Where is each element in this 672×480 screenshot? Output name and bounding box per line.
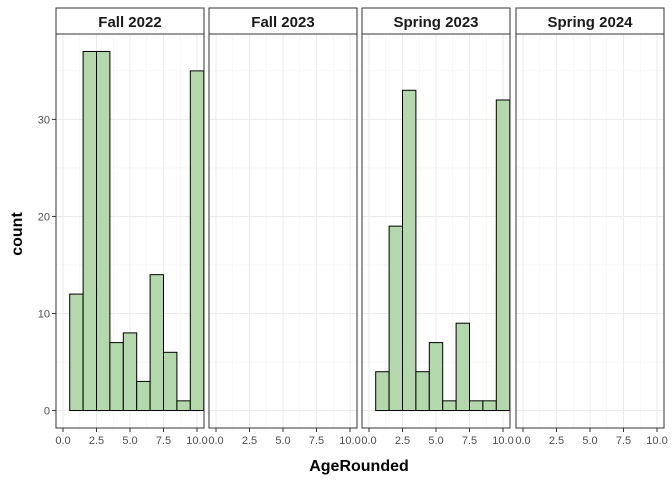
histogram-bar — [402, 89, 417, 412]
x-tick-label: 10.0 — [492, 435, 513, 447]
histogram-bar — [189, 70, 205, 412]
histogram-bar — [122, 332, 138, 412]
histogram-bar — [109, 342, 124, 412]
facet-panel: Spring 2023 0.0 2.5 5.0 7.5 10.0 — [361, 7, 514, 447]
x-tick-label: 10.0 — [339, 435, 360, 447]
histogram-bar — [482, 400, 497, 412]
facet-strip — [515, 7, 665, 35]
histogram-bar — [82, 50, 97, 412]
x-tick-label: 5.0 — [582, 435, 597, 447]
x-tick-label: 10.0 — [646, 435, 667, 447]
panels: Fall 2022 0.0 2.5 5.0 7.5 10.0 Fall 2023 0.0 2.5… — [55, 7, 668, 447]
facet-strip — [55, 7, 205, 35]
histogram-bar — [428, 342, 444, 412]
histogram-bar — [149, 274, 165, 412]
facet-strip-label: Fall 2023 — [251, 14, 314, 31]
histogram-bar — [176, 400, 191, 412]
histogram-bar — [469, 400, 484, 412]
x-tick-label: 2.5 — [549, 435, 564, 447]
x-tick-label: 7.5 — [462, 435, 477, 447]
y-tick-label: 0 — [44, 406, 50, 418]
histogram-bar — [442, 400, 457, 412]
x-tick-label: 7.5 — [156, 435, 171, 447]
y-tick-label: 30 — [38, 114, 50, 126]
x-tick-label: 2.5 — [89, 435, 104, 447]
x-tick-label: 7.5 — [616, 435, 631, 447]
x-tick-label: 0.0 — [515, 435, 530, 447]
x-axis-title: AgeRounded — [309, 458, 409, 475]
histogram-bar — [375, 371, 390, 412]
histogram-bar — [96, 50, 111, 412]
facet-strip-label: Fall 2022 — [98, 14, 161, 31]
y-axis: 0 10 20 30 — [38, 114, 56, 418]
facet-panel: Fall 2023 0.0 2.5 5.0 7.5 10.0 — [208, 7, 361, 447]
histogram-bar — [455, 322, 471, 412]
histogram-bar — [163, 351, 178, 412]
x-tick-label: 2.5 — [242, 435, 257, 447]
facet-strip — [208, 7, 358, 35]
facet-panel: Fall 2022 0.0 2.5 5.0 7.5 10.0 — [55, 7, 208, 447]
histogram-bar — [415, 371, 430, 412]
x-tick-label: 2.5 — [395, 435, 410, 447]
x-tick-label: 5.0 — [428, 435, 443, 447]
x-tick-label: 5.0 — [122, 435, 137, 447]
y-axis-title: count — [9, 212, 26, 256]
x-tick-label: 0.0 — [361, 435, 376, 447]
x-tick-label: 5.0 — [275, 435, 290, 447]
x-tick-label: 7.5 — [309, 435, 324, 447]
facet-strip-label: Spring 2024 — [547, 14, 633, 31]
x-tick-label: 10.0 — [186, 435, 207, 447]
y-tick-label: 20 — [38, 211, 50, 223]
histogram-bar — [136, 380, 151, 412]
x-tick-label: 0.0 — [208, 435, 223, 447]
x-tick-label: 0.0 — [55, 435, 70, 447]
histogram-bar — [388, 225, 404, 412]
y-tick-label: 10 — [38, 308, 50, 320]
facet-panel: Spring 2024 0.0 2.5 5.0 7.5 10.0 — [515, 7, 668, 447]
histogram-bar — [69, 293, 84, 412]
facet-strip — [361, 7, 511, 35]
histogram-bar — [495, 99, 511, 412]
facet-strip-label: Spring 2023 — [393, 14, 478, 31]
